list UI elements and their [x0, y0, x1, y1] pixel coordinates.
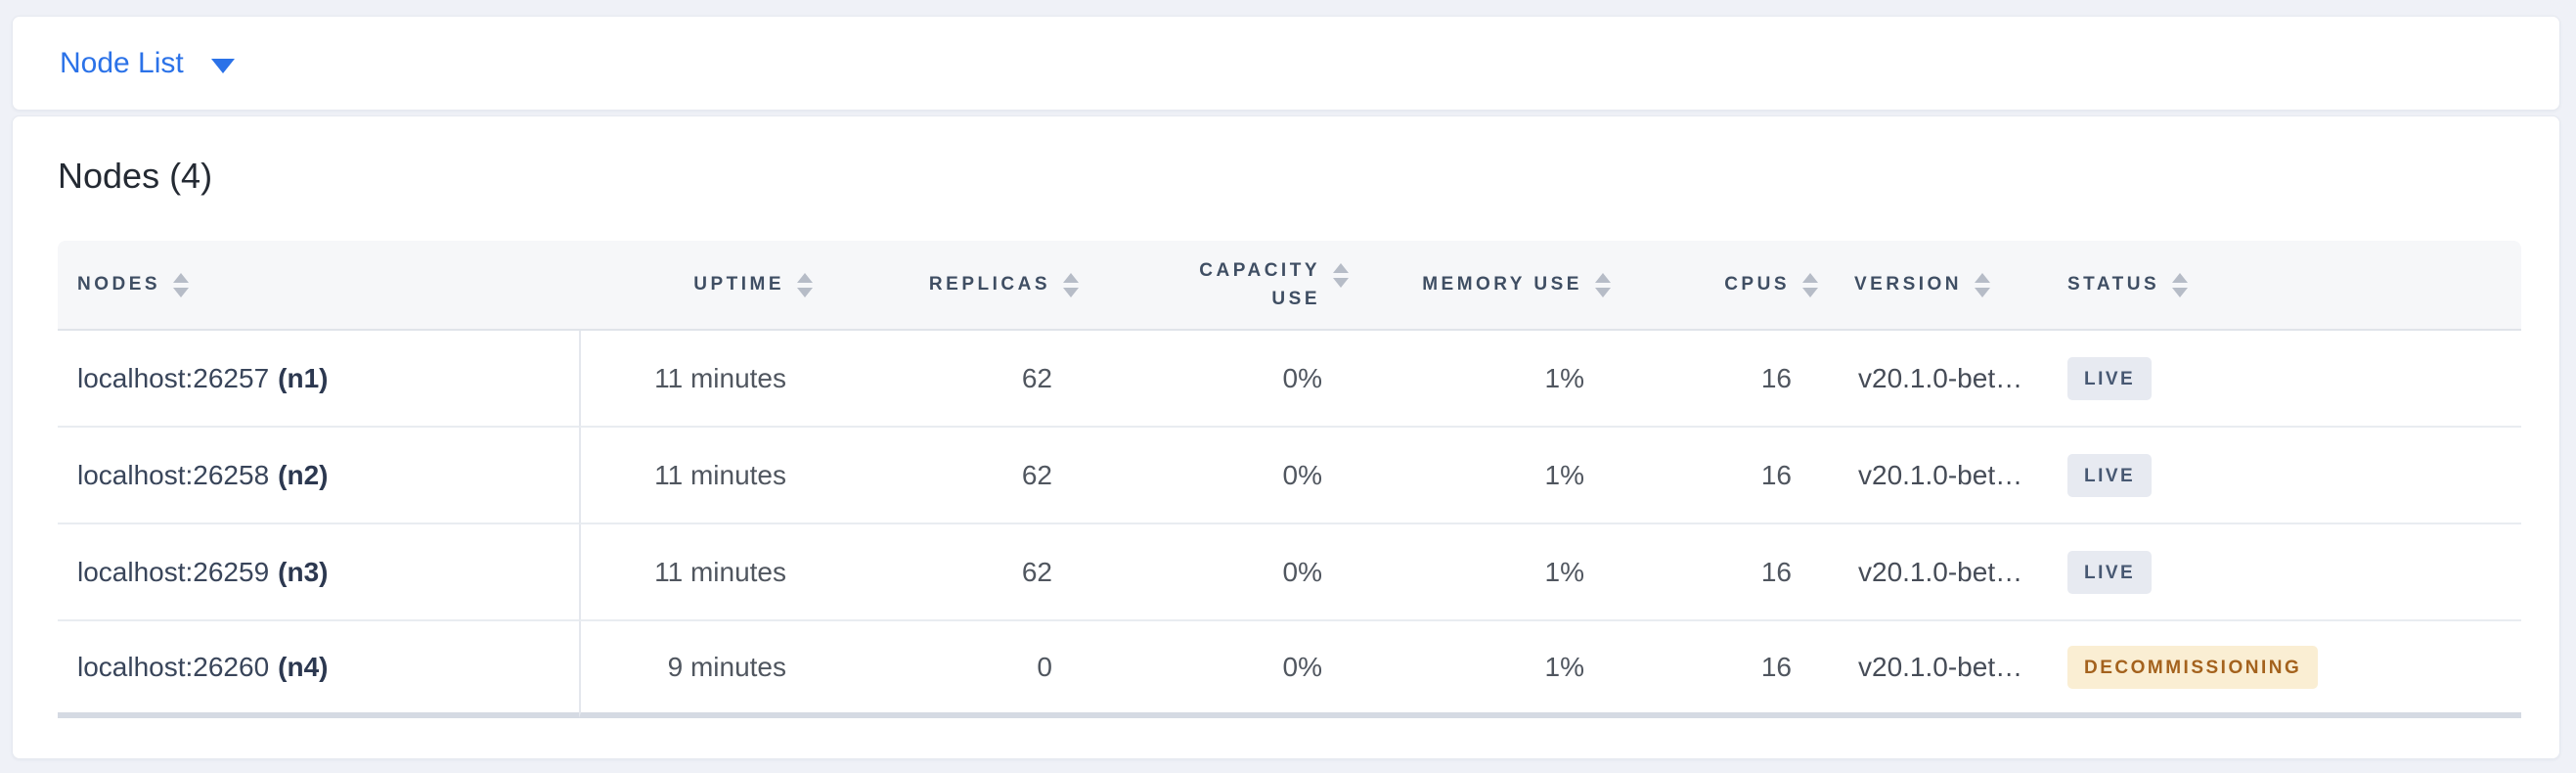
- memory-use-cell: 1%: [1350, 428, 1612, 524]
- sort-icon[interactable]: [1974, 272, 1991, 297]
- status-cell: DECOMMISSIONING: [2032, 621, 2521, 718]
- table-row[interactable]: localhost:26257 (n1) 11 minutes 62 0% 1% …: [58, 331, 2521, 428]
- table-header-row: NODES UPTIME REPLICAS CAPACITY USE MEMOR…: [58, 241, 2521, 331]
- memory-use-cell: 1%: [1350, 621, 1612, 718]
- cpus-cell: 16: [1612, 331, 1819, 428]
- node-address-cell: localhost:26257 (n1): [58, 331, 579, 428]
- column-header-replicas[interactable]: REPLICAS: [814, 241, 1080, 331]
- sort-icon[interactable]: [796, 272, 814, 297]
- capacity-use-cell: 0%: [1080, 331, 1350, 428]
- node-address-cell: localhost:26258 (n2): [58, 428, 579, 524]
- column-header-cpus[interactable]: CPUS: [1612, 241, 1819, 331]
- node-address-cell: localhost:26259 (n3): [58, 524, 579, 621]
- memory-use-cell: 1%: [1350, 331, 1612, 428]
- capacity-use-cell: 0%: [1080, 524, 1350, 621]
- page-title: Nodes (4): [58, 156, 213, 196]
- capacity-use-cell: 0%: [1080, 621, 1350, 718]
- node-address-cell: localhost:26260 (n4): [58, 621, 579, 718]
- sort-icon[interactable]: [1594, 272, 1612, 297]
- nodes-table: NODES UPTIME REPLICAS CAPACITY USE MEMOR…: [58, 241, 2521, 718]
- view-mode-label: Node List: [60, 46, 184, 79]
- uptime-cell: 9 minutes: [579, 621, 814, 718]
- status-badge: LIVE: [2067, 453, 2153, 497]
- status-badge: LIVE: [2067, 356, 2153, 400]
- version-cell: v20.1.0-bet…: [1819, 428, 2032, 524]
- nodes-card: Nodes (4) NODES UPTIME REPLICAS: [12, 115, 2560, 759]
- status-cell: LIVE: [2032, 428, 2521, 524]
- memory-use-cell: 1%: [1350, 524, 1612, 621]
- capacity-use-cell: 0%: [1080, 428, 1350, 524]
- uptime-cell: 11 minutes: [579, 428, 814, 524]
- column-header-capacity-use[interactable]: CAPACITY USE: [1080, 241, 1350, 331]
- status-cell: LIVE: [2032, 331, 2521, 428]
- uptime-cell: 11 minutes: [579, 524, 814, 621]
- column-header-version[interactable]: VERSION: [1819, 241, 2032, 331]
- sort-icon[interactable]: [172, 272, 190, 297]
- table-row[interactable]: localhost:26258 (n2) 11 minutes 62 0% 1% …: [58, 428, 2521, 524]
- replicas-cell: 62: [814, 428, 1080, 524]
- column-header-nodes[interactable]: NODES: [58, 241, 579, 331]
- column-header-memory-use[interactable]: MEMORY USE: [1350, 241, 1612, 331]
- sort-icon[interactable]: [2171, 272, 2189, 297]
- cpus-cell: 16: [1612, 524, 1819, 621]
- replicas-cell: 0: [814, 621, 1080, 718]
- sort-icon[interactable]: [1062, 272, 1080, 297]
- replicas-cell: 62: [814, 524, 1080, 621]
- version-cell: v20.1.0-bet…: [1819, 621, 2032, 718]
- status-badge: DECOMMISSIONING: [2067, 645, 2319, 689]
- version-cell: v20.1.0-bet…: [1819, 331, 2032, 428]
- column-header-status[interactable]: STATUS: [2032, 241, 2521, 331]
- view-selector-bar: Node List: [12, 16, 2560, 111]
- replicas-cell: 62: [814, 331, 1080, 428]
- sort-icon[interactable]: [1801, 272, 1819, 297]
- column-header-uptime[interactable]: UPTIME: [579, 241, 814, 331]
- status-badge: LIVE: [2067, 550, 2153, 594]
- uptime-cell: 11 minutes: [579, 331, 814, 428]
- version-cell: v20.1.0-bet…: [1819, 524, 2032, 621]
- caret-down-icon: [210, 58, 235, 73]
- sort-icon[interactable]: [1332, 262, 1350, 288]
- view-mode-dropdown[interactable]: Node List: [60, 47, 235, 80]
- table-row[interactable]: localhost:26259 (n3) 11 minutes 62 0% 1% …: [58, 524, 2521, 621]
- status-cell: LIVE: [2032, 524, 2521, 621]
- table-row[interactable]: localhost:26260 (n4) 9 minutes 0 0% 1% 16…: [58, 621, 2521, 718]
- cpus-cell: 16: [1612, 621, 1819, 718]
- cpus-cell: 16: [1612, 428, 1819, 524]
